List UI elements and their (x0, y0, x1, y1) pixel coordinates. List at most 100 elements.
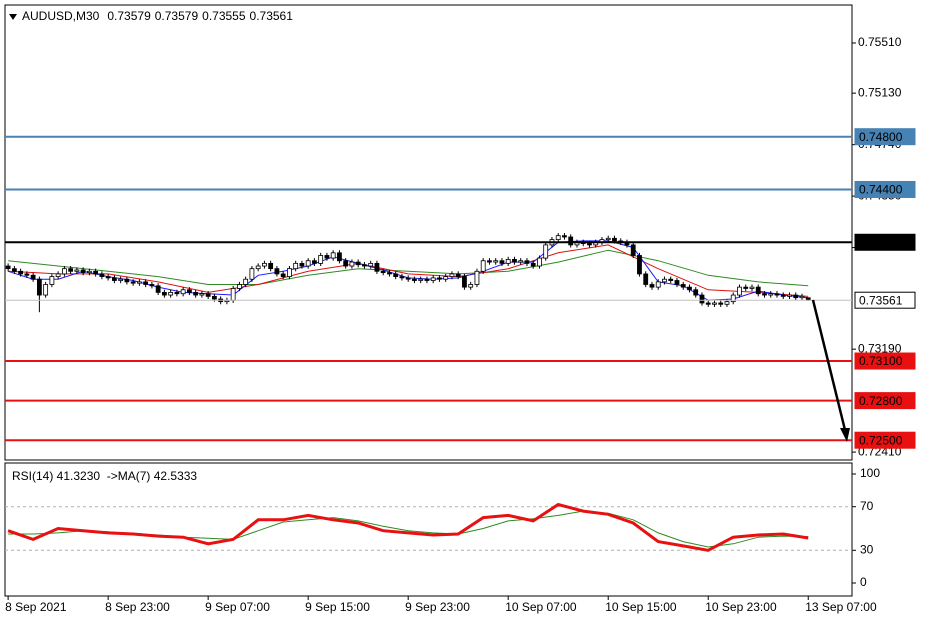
x-tick-label: 9 Sep 15:00 (305, 600, 370, 614)
x-tick-label: 8 Sep 23:00 (105, 600, 170, 614)
candle-body (11, 268, 17, 272)
candle-body (305, 260, 311, 267)
candle-body (349, 261, 355, 267)
symbol: AUDUSD,M30 (22, 9, 100, 23)
candle-body (537, 257, 542, 267)
candle-body (68, 268, 74, 272)
candle-body (43, 284, 49, 296)
candle-body (443, 276, 449, 280)
candle-body (61, 268, 67, 275)
candle-body (24, 273, 30, 276)
candle-body (518, 260, 524, 263)
price-level-label: 0.72800 (859, 394, 903, 408)
x-tick-label: 13 Sep 07:00 (805, 600, 877, 614)
candle-body (512, 259, 517, 263)
x-tick-label: 9 Sep 23:00 (405, 600, 470, 614)
candle-body (730, 294, 736, 303)
x-tick-label: 10 Sep 15:00 (605, 600, 677, 614)
header-high: 0.73579 (155, 9, 199, 23)
rsi-line (7, 502, 809, 552)
price-level-box (854, 180, 916, 198)
candle-body (399, 276, 405, 279)
candle-body (18, 270, 24, 275)
candle-body (662, 278, 667, 283)
candle-body (30, 274, 36, 280)
header-low: 0.73555 (202, 9, 246, 23)
candle-body (637, 255, 642, 275)
candle-body (724, 301, 730, 305)
candle-body (455, 273, 461, 277)
candle-body (555, 235, 561, 241)
candle-body (762, 293, 767, 296)
candle-body (587, 243, 592, 246)
price-level-label: 0.74400 (859, 183, 903, 197)
price-level-label: 0.73561 (859, 293, 903, 307)
price-level-box (854, 233, 916, 251)
candle-body (249, 268, 255, 280)
candle-body (380, 270, 386, 274)
rsi-header: RSI(14) 41.3230 ->MA(7) 42.5333 (12, 469, 197, 483)
candle-body (405, 277, 411, 280)
candle-body (743, 286, 749, 289)
candle-body (118, 278, 124, 281)
candle-body (93, 270, 99, 275)
candle-body (505, 259, 511, 264)
candle-body (55, 273, 61, 277)
candle-body (187, 289, 192, 293)
candle-body (787, 294, 792, 297)
candle-body (180, 289, 186, 295)
y-tick-label: 100 (860, 466, 880, 480)
moving-average (8, 244, 809, 297)
candle-body (205, 293, 211, 297)
candle-body (562, 235, 567, 238)
candle-body (237, 284, 242, 289)
header-close: 0.73561 (250, 9, 294, 23)
y-tick-label: 0.75510 (858, 35, 902, 49)
candle-body (524, 260, 530, 264)
candle-body (299, 262, 305, 267)
candle-body (649, 284, 655, 288)
price-level-label: 0.73100 (859, 354, 903, 368)
candle-body (130, 281, 136, 284)
candle-body (737, 286, 742, 296)
candle-body (612, 237, 617, 242)
forecast-arrow (811, 299, 847, 431)
candle-body (449, 273, 455, 277)
y-tick-label: 0.75130 (858, 85, 902, 99)
candle-body (437, 277, 442, 280)
x-tick-label: 8 Sep 2021 (5, 600, 67, 614)
candle-body (312, 260, 317, 264)
candle-body (287, 268, 292, 277)
candle-body (718, 302, 724, 305)
candle-body (143, 281, 149, 285)
candle-body (680, 284, 686, 288)
candle-body (780, 294, 786, 297)
candle-body (111, 277, 117, 281)
plot-layer: 0.755100.751300.747400.743500.739600.731… (5, 35, 902, 614)
candle-body (543, 244, 549, 259)
candle-body (393, 273, 399, 277)
price-level-box (854, 431, 916, 449)
y-tick-label: 0 (860, 575, 867, 589)
candle-body (199, 293, 205, 296)
y-tick-label: 70 (860, 499, 874, 513)
candle-body (655, 281, 661, 288)
candle-body (674, 280, 680, 285)
candle-body (687, 286, 692, 291)
candle-body (643, 273, 649, 285)
forecast-arrow-head (840, 428, 850, 442)
candle-body (799, 295, 805, 299)
candle-body (568, 236, 574, 246)
candle-body (693, 289, 699, 296)
candle-body (243, 278, 249, 285)
candle-body (155, 285, 161, 293)
candle-body (105, 276, 111, 279)
candle-body (430, 277, 436, 281)
symbol-menu-icon[interactable] (9, 14, 17, 20)
candle-body (324, 255, 330, 259)
candle-body (712, 302, 717, 305)
candle-body (80, 269, 86, 274)
candle-body (412, 278, 417, 281)
candle-body (374, 262, 380, 272)
